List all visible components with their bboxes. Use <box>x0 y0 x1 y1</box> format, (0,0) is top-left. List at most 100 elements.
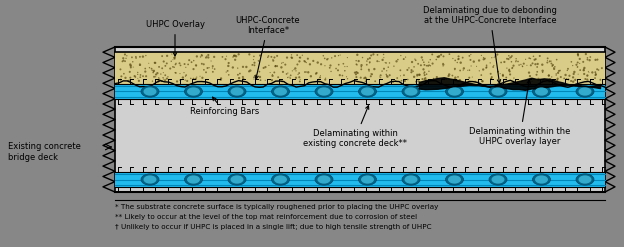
Ellipse shape <box>228 174 246 185</box>
Point <box>522 63 532 67</box>
Point <box>396 68 406 72</box>
Point <box>175 78 185 82</box>
Point <box>135 73 145 77</box>
Point <box>135 55 145 59</box>
Point <box>331 67 341 71</box>
Point <box>149 75 159 79</box>
Ellipse shape <box>404 175 417 184</box>
Point <box>378 58 388 62</box>
Point <box>582 58 592 62</box>
Point <box>208 70 218 74</box>
Point <box>426 64 436 68</box>
Ellipse shape <box>228 86 246 97</box>
Point <box>591 72 601 76</box>
Point <box>582 74 592 78</box>
Point <box>419 70 429 74</box>
Point <box>323 57 333 61</box>
Point <box>170 71 180 75</box>
Point <box>150 75 160 79</box>
Point <box>427 79 437 82</box>
Ellipse shape <box>532 86 550 97</box>
Point <box>527 62 537 65</box>
Point <box>210 67 220 71</box>
Ellipse shape <box>402 174 420 185</box>
Point <box>374 60 384 63</box>
Point <box>180 78 190 82</box>
Ellipse shape <box>141 174 159 185</box>
Point <box>206 59 216 63</box>
Point <box>351 62 361 66</box>
Point <box>585 58 595 62</box>
Point <box>224 73 234 77</box>
Point <box>419 71 429 75</box>
Ellipse shape <box>576 86 594 97</box>
Point <box>248 58 258 62</box>
Point <box>287 69 297 73</box>
Point <box>447 74 457 78</box>
Ellipse shape <box>271 86 290 97</box>
Point <box>255 75 265 79</box>
Point <box>547 64 557 68</box>
Point <box>188 67 198 71</box>
Point <box>451 78 461 82</box>
Text: Delaminating within the
UHPC overlay layer: Delaminating within the UHPC overlay lay… <box>469 80 571 146</box>
Text: UHPC-Concrete
Interface*: UHPC-Concrete Interface* <box>236 16 300 79</box>
Point <box>453 75 463 79</box>
Point <box>244 69 254 73</box>
Point <box>401 55 411 59</box>
Point <box>175 63 185 67</box>
Point <box>208 66 218 70</box>
Point <box>233 73 243 77</box>
Point <box>439 54 449 58</box>
Point <box>383 65 393 69</box>
Point <box>396 79 406 83</box>
Point <box>120 59 130 63</box>
Point <box>249 54 259 58</box>
Point <box>543 56 553 60</box>
Point <box>233 52 243 56</box>
Point <box>327 56 337 60</box>
Point <box>479 56 489 60</box>
Point <box>474 59 484 62</box>
Point <box>289 68 299 72</box>
Point <box>414 73 424 77</box>
Point <box>251 74 261 78</box>
Ellipse shape <box>489 86 507 97</box>
Point <box>562 77 572 81</box>
Point <box>147 68 157 72</box>
Point <box>417 77 427 81</box>
Point <box>498 74 508 78</box>
Point <box>272 54 282 58</box>
Point <box>203 53 213 57</box>
Point <box>520 57 530 61</box>
Point <box>582 78 592 82</box>
Point <box>585 55 595 59</box>
Point <box>580 66 590 70</box>
Point <box>268 58 278 62</box>
Point <box>364 61 374 65</box>
Point <box>354 59 364 63</box>
Point <box>448 57 458 61</box>
Text: * The substrate concrete surface is typically roughened prior to placing the UHP: * The substrate concrete surface is typi… <box>115 204 439 210</box>
Point <box>230 58 240 62</box>
Point <box>247 63 257 67</box>
Point <box>474 69 484 73</box>
Point <box>525 74 535 78</box>
Point <box>454 54 464 58</box>
Point <box>170 56 180 60</box>
Point <box>469 60 479 63</box>
Point <box>391 59 401 63</box>
Point <box>570 78 580 82</box>
Point <box>126 65 136 69</box>
Ellipse shape <box>535 175 548 184</box>
Point <box>335 73 345 77</box>
Point <box>550 65 560 69</box>
Point <box>301 70 311 74</box>
Point <box>550 80 560 84</box>
Point <box>406 70 416 74</box>
Point <box>250 61 260 65</box>
Point <box>538 69 548 73</box>
Point <box>208 64 218 68</box>
Point <box>311 71 321 75</box>
Point <box>542 61 552 64</box>
